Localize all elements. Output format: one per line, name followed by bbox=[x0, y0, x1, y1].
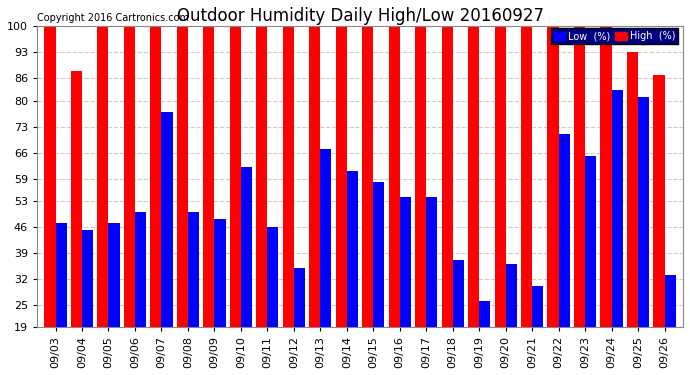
Bar bbox=[426, 197, 437, 327]
Bar bbox=[627, 53, 638, 327]
Bar bbox=[521, 27, 532, 327]
Bar bbox=[256, 27, 267, 327]
Bar bbox=[335, 27, 347, 327]
Bar bbox=[559, 134, 570, 327]
Bar bbox=[161, 112, 172, 327]
Bar bbox=[468, 27, 479, 327]
Bar bbox=[574, 27, 585, 327]
Bar bbox=[44, 27, 55, 327]
Bar bbox=[415, 27, 426, 327]
Bar bbox=[267, 227, 279, 327]
Bar bbox=[55, 223, 67, 327]
Bar bbox=[320, 149, 331, 327]
Bar bbox=[150, 27, 161, 327]
Bar bbox=[124, 27, 135, 327]
Bar bbox=[108, 223, 119, 327]
Bar bbox=[215, 219, 226, 327]
Bar bbox=[135, 212, 146, 327]
Bar bbox=[479, 301, 491, 327]
Bar bbox=[638, 97, 649, 327]
Bar bbox=[611, 90, 622, 327]
Bar bbox=[653, 75, 664, 327]
Bar bbox=[532, 286, 543, 327]
Bar bbox=[373, 182, 384, 327]
Bar bbox=[442, 27, 453, 327]
Bar bbox=[230, 27, 241, 327]
Bar bbox=[664, 275, 676, 327]
Bar bbox=[71, 71, 82, 327]
Bar bbox=[241, 167, 252, 327]
Bar bbox=[400, 197, 411, 327]
Bar bbox=[283, 27, 294, 327]
Bar bbox=[388, 27, 400, 327]
Bar bbox=[506, 264, 517, 327]
Bar bbox=[495, 27, 506, 327]
Bar bbox=[188, 212, 199, 327]
Bar bbox=[177, 27, 188, 327]
Bar bbox=[309, 27, 320, 327]
Bar bbox=[204, 27, 215, 327]
Bar bbox=[347, 171, 358, 327]
Bar bbox=[600, 27, 611, 327]
Bar bbox=[294, 268, 305, 327]
Bar bbox=[97, 27, 108, 327]
Bar bbox=[453, 260, 464, 327]
Bar bbox=[585, 156, 596, 327]
Bar bbox=[82, 231, 93, 327]
Bar bbox=[547, 27, 559, 327]
Text: Copyright 2016 Cartronics.com: Copyright 2016 Cartronics.com bbox=[37, 13, 189, 24]
Bar bbox=[362, 27, 373, 327]
Title: Outdoor Humidity Daily High/Low 20160927: Outdoor Humidity Daily High/Low 20160927 bbox=[177, 7, 544, 25]
Legend: Low  (%), High  (%): Low (%), High (%) bbox=[551, 28, 678, 44]
